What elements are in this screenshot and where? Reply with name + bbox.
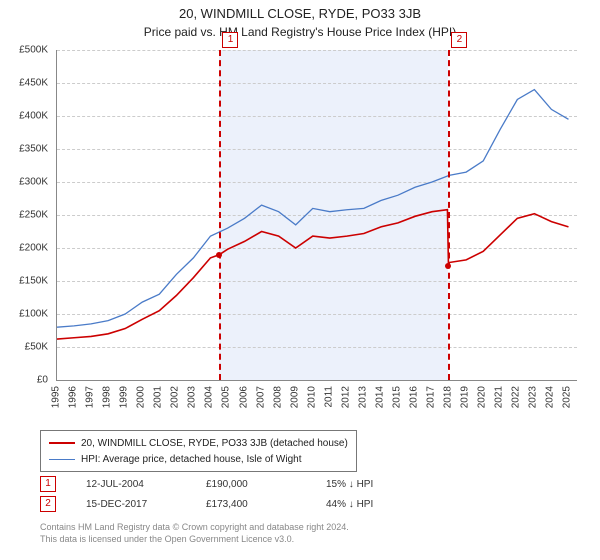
- x-axis-label: 2018: [443, 386, 454, 408]
- chart-title-subtitle: Price paid vs. HM Land Registry's House …: [0, 21, 600, 39]
- attribution-line2: This data is licensed under the Open Gov…: [40, 534, 349, 546]
- y-axis-label: £0: [0, 375, 48, 386]
- x-axis-label: 2022: [511, 386, 522, 408]
- sale-marker-dot: [445, 263, 451, 269]
- line-series: [57, 50, 577, 380]
- chart-container: 20, WINDMILL CLOSE, RYDE, PO33 3JB Price…: [0, 0, 600, 560]
- x-axis-label: 2013: [357, 386, 368, 408]
- gridline-h: [57, 380, 577, 381]
- plot-region: [56, 50, 577, 381]
- sale-date: 12-JUL-2004: [86, 479, 206, 490]
- sale-index-badge: 2: [40, 496, 56, 512]
- x-axis-label: 2002: [170, 386, 181, 408]
- y-axis-label: £100K: [0, 309, 48, 320]
- sale-marker-dot: [216, 252, 222, 258]
- x-axis-label: 2004: [204, 386, 215, 408]
- x-axis-label: 2024: [545, 386, 556, 408]
- sale-marker-badge: 1: [222, 32, 238, 48]
- series-line: [57, 90, 568, 328]
- legend-swatch: [49, 442, 75, 444]
- chart-area: £0£50K£100K£150K£200K£250K£300K£350K£400…: [56, 50, 576, 380]
- x-axis-label: 1997: [85, 386, 96, 408]
- sale-marker-badge: 2: [451, 32, 467, 48]
- sale-pct-vs-hpi: 44% ↓ HPI: [326, 499, 446, 510]
- y-axis-label: £350K: [0, 144, 48, 155]
- x-axis-label: 2006: [238, 386, 249, 408]
- x-axis-label: 2003: [187, 386, 198, 408]
- x-axis-label: 1996: [68, 386, 79, 408]
- legend-label: HPI: Average price, detached house, Isle…: [81, 454, 302, 465]
- legend-swatch: [49, 459, 75, 460]
- y-axis-label: £300K: [0, 177, 48, 188]
- x-axis-label: 2020: [477, 386, 488, 408]
- x-axis-label: 2007: [255, 386, 266, 408]
- x-axis-label: 2015: [391, 386, 402, 408]
- x-axis-label: 2001: [153, 386, 164, 408]
- x-axis-label: 2014: [374, 386, 385, 408]
- sale-marker-line: [448, 50, 450, 380]
- sale-row: 1 12-JUL-2004£190,00015% ↓ HPI: [40, 474, 446, 494]
- y-axis-label: £200K: [0, 243, 48, 254]
- legend: 20, WINDMILL CLOSE, RYDE, PO33 3JB (deta…: [40, 430, 357, 472]
- sale-row: 2 15-DEC-2017£173,40044% ↓ HPI: [40, 494, 446, 514]
- y-axis-label: £500K: [0, 45, 48, 56]
- attribution-line1: Contains HM Land Registry data © Crown c…: [40, 522, 349, 534]
- x-axis-label: 2000: [136, 386, 147, 408]
- y-axis-label: £250K: [0, 210, 48, 221]
- y-axis-label: £400K: [0, 111, 48, 122]
- series-line: [57, 210, 568, 339]
- x-axis-label: 2011: [323, 386, 334, 408]
- attribution: Contains HM Land Registry data © Crown c…: [40, 522, 349, 545]
- sale-pct-vs-hpi: 15% ↓ HPI: [326, 479, 446, 490]
- sale-date: 15-DEC-2017: [86, 499, 206, 510]
- x-axis-label: 2019: [460, 386, 471, 408]
- legend-item: HPI: Average price, detached house, Isle…: [49, 451, 348, 467]
- sale-index-badge: 1: [40, 476, 56, 492]
- x-axis-label: 2005: [221, 386, 232, 408]
- x-axis-label: 2008: [272, 386, 283, 408]
- legend-label: 20, WINDMILL CLOSE, RYDE, PO33 3JB (deta…: [81, 438, 348, 449]
- x-axis-label: 2017: [426, 386, 437, 408]
- y-axis-label: £50K: [0, 342, 48, 353]
- x-axis-label: 2009: [289, 386, 300, 408]
- sales-table: 1 12-JUL-2004£190,00015% ↓ HPI 2 15-DEC-201…: [40, 474, 446, 514]
- sale-marker-line: [219, 50, 221, 380]
- x-axis-label: 1998: [102, 386, 113, 408]
- chart-title-address: 20, WINDMILL CLOSE, RYDE, PO33 3JB: [0, 0, 600, 21]
- x-axis-label: 2010: [306, 386, 317, 408]
- sale-price: £190,000: [206, 479, 326, 490]
- y-axis-label: £450K: [0, 78, 48, 89]
- x-axis-label: 1995: [51, 386, 62, 408]
- x-axis-label: 2025: [562, 386, 573, 408]
- y-axis-label: £150K: [0, 276, 48, 287]
- x-axis-label: 2012: [340, 386, 351, 408]
- legend-item: 20, WINDMILL CLOSE, RYDE, PO33 3JB (deta…: [49, 435, 348, 451]
- x-axis-label: 2023: [528, 386, 539, 408]
- sale-price: £173,400: [206, 499, 326, 510]
- x-axis-label: 1999: [119, 386, 130, 408]
- x-axis-label: 2016: [409, 386, 420, 408]
- x-axis-label: 2021: [494, 386, 505, 408]
